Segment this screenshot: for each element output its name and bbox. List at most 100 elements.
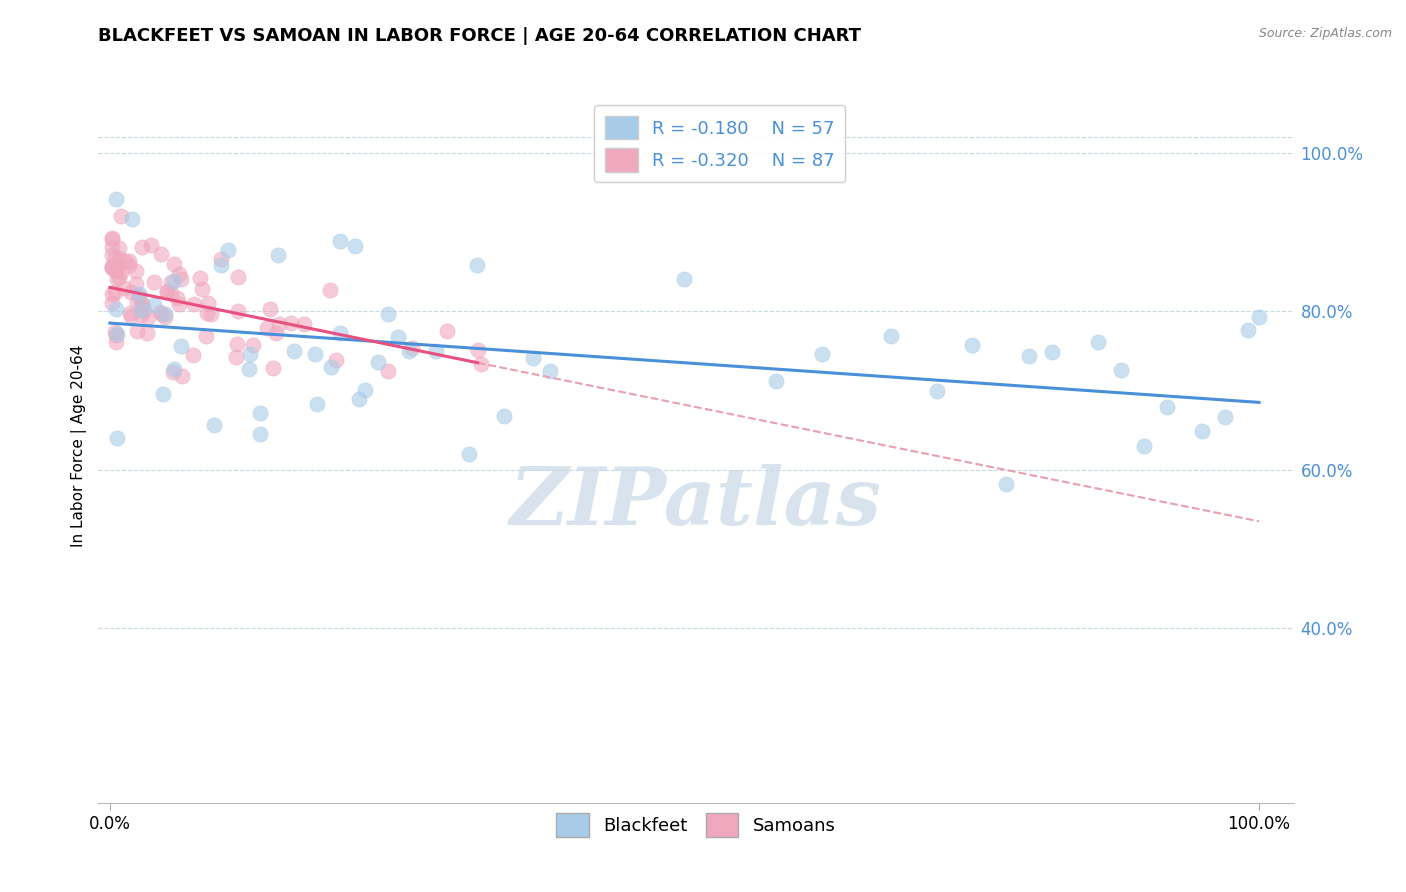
Point xyxy=(880,329,903,343)
Point xyxy=(104,263,127,277)
Point xyxy=(401,341,423,355)
Point xyxy=(118,306,141,320)
Point xyxy=(262,361,284,376)
Point xyxy=(105,431,128,445)
Point xyxy=(156,284,179,298)
Point xyxy=(181,348,204,362)
Point xyxy=(105,326,128,341)
Point xyxy=(104,325,127,339)
Point xyxy=(280,317,302,331)
Text: Source: ZipAtlas.com: Source: ZipAtlas.com xyxy=(1258,27,1392,40)
Point xyxy=(225,350,247,364)
Point xyxy=(121,211,143,226)
Point xyxy=(120,285,142,299)
Point xyxy=(105,258,128,272)
Point xyxy=(183,297,205,311)
Point xyxy=(458,447,481,461)
Point xyxy=(349,392,371,406)
Point xyxy=(319,360,342,375)
Point xyxy=(101,247,124,261)
Point xyxy=(283,344,305,359)
Point xyxy=(307,397,329,411)
Point xyxy=(131,240,153,254)
Point xyxy=(1018,349,1040,363)
Point xyxy=(107,241,129,255)
Point xyxy=(163,274,186,288)
Point xyxy=(425,344,447,359)
Point xyxy=(107,272,129,286)
Point xyxy=(112,280,135,294)
Point xyxy=(101,260,124,274)
Point xyxy=(104,252,127,266)
Point xyxy=(128,286,150,301)
Point xyxy=(110,210,132,224)
Point xyxy=(162,366,184,380)
Point xyxy=(128,289,150,303)
Point xyxy=(1040,344,1063,359)
Point xyxy=(167,267,190,281)
Point xyxy=(960,338,983,352)
Point xyxy=(329,234,352,248)
Point xyxy=(522,351,544,365)
Point xyxy=(195,306,218,320)
Point xyxy=(467,343,489,357)
Legend: Blackfeet, Samoans: Blackfeet, Samoans xyxy=(550,806,842,844)
Point xyxy=(226,270,249,285)
Point xyxy=(118,254,141,268)
Point xyxy=(163,257,186,271)
Point xyxy=(127,294,149,309)
Point xyxy=(538,363,561,377)
Point xyxy=(470,357,492,371)
Point xyxy=(101,260,124,274)
Point xyxy=(1156,400,1178,414)
Point xyxy=(159,275,181,289)
Point xyxy=(162,362,184,376)
Point xyxy=(209,258,232,272)
Point xyxy=(125,264,148,278)
Point xyxy=(110,265,132,279)
Point xyxy=(104,285,127,299)
Point xyxy=(226,336,249,351)
Point xyxy=(101,260,124,275)
Point xyxy=(353,383,375,397)
Point xyxy=(101,232,124,246)
Point xyxy=(1236,323,1258,337)
Point xyxy=(319,283,342,297)
Point xyxy=(167,297,190,311)
Y-axis label: In Labor Force | Age 20-64: In Labor Force | Age 20-64 xyxy=(72,345,87,547)
Text: BLACKFEET VS SAMOAN IN LABOR FORCE | AGE 20-64 CORRELATION CHART: BLACKFEET VS SAMOAN IN LABOR FORCE | AGE… xyxy=(98,27,862,45)
Point xyxy=(1247,310,1270,325)
Point xyxy=(673,272,696,286)
Point xyxy=(104,302,127,317)
Point xyxy=(811,347,834,361)
Point xyxy=(217,243,239,257)
Point xyxy=(105,264,128,278)
Point xyxy=(367,355,389,369)
Point xyxy=(266,326,288,340)
Point xyxy=(204,418,226,433)
Point xyxy=(149,305,172,319)
Point xyxy=(120,309,142,323)
Point xyxy=(436,324,458,338)
Point xyxy=(105,328,128,343)
Point xyxy=(124,277,146,292)
Point xyxy=(329,326,352,341)
Point xyxy=(125,324,148,338)
Point xyxy=(377,308,399,322)
Point xyxy=(387,330,409,344)
Point xyxy=(197,296,219,310)
Point xyxy=(134,303,156,318)
Point xyxy=(131,297,153,311)
Text: ZIPatlas: ZIPatlas xyxy=(510,465,882,541)
Point xyxy=(143,298,166,312)
Point xyxy=(267,317,290,331)
Point xyxy=(259,301,281,316)
Point xyxy=(226,304,249,318)
Point xyxy=(304,347,326,361)
Point xyxy=(160,285,183,300)
Point xyxy=(136,326,159,341)
Point xyxy=(239,347,262,361)
Point xyxy=(242,338,264,352)
Point xyxy=(108,270,131,285)
Point xyxy=(995,476,1018,491)
